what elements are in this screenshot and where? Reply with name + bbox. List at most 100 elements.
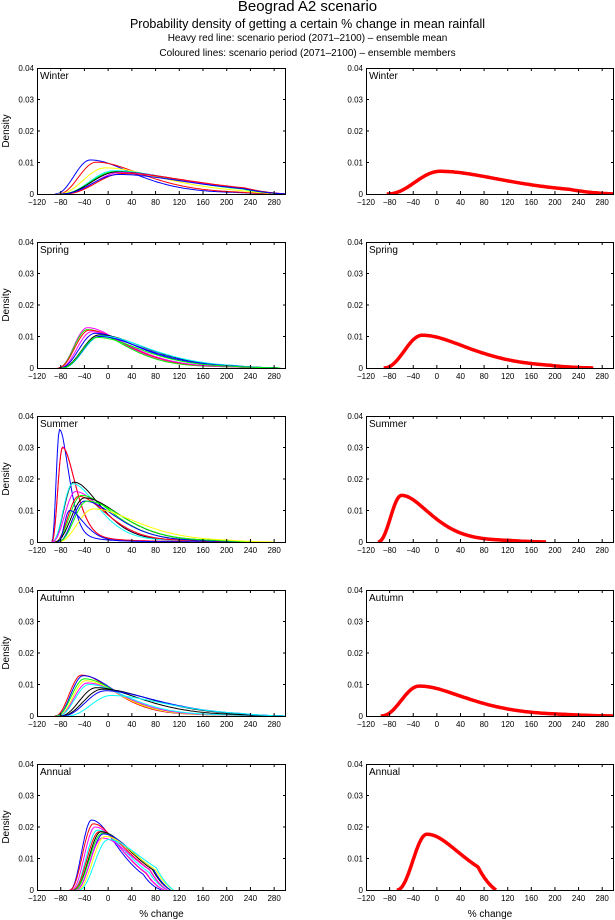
x-tick-label: 40: [456, 372, 465, 381]
x-tick-label: 280: [267, 372, 281, 381]
x-tick-label: 120: [173, 198, 187, 207]
x-tick-label: 200: [548, 894, 562, 903]
plot-frame-summer-mean: [366, 416, 614, 543]
plot-frame-annual-members: [37, 764, 286, 891]
x-tick-label: 200: [220, 546, 234, 555]
y-tick-label: 0.04: [347, 760, 363, 769]
y-tick-label: 0.01: [18, 507, 34, 516]
y-tick-label: 0.02: [18, 301, 34, 310]
x-tick-label: −40: [78, 720, 92, 729]
mean-curve-spring: [383, 333, 594, 368]
x-tick-label: −120: [357, 372, 376, 381]
x-tick-label: 0: [106, 198, 111, 207]
x-tick-label: 280: [596, 546, 610, 555]
x-tick-label: 0: [106, 546, 111, 555]
x-tick-label: 280: [267, 720, 281, 729]
member-curve-winter-7: [63, 173, 286, 194]
x-tick-label: 200: [220, 720, 234, 729]
season-label-autumn-mean: Autumn: [369, 593, 403, 604]
plot-frame-winter-mean: [366, 68, 614, 195]
figure-subtitle: Probability density of getting a certain…: [129, 17, 486, 31]
legend-note-members: Coloured lines: scenario period (2071–21…: [159, 48, 456, 59]
x-tick-label: 40: [456, 546, 465, 555]
y-tick-label: 0.02: [18, 127, 34, 136]
member-curve-spring-8: [61, 336, 281, 368]
x-tick-label: 160: [196, 372, 210, 381]
y-tick-label: 0: [30, 364, 35, 373]
season-label-summer-mean: Summer: [369, 419, 407, 430]
y-tick-label: 0.02: [18, 823, 34, 832]
season-label-winter-mean: Winter: [369, 71, 399, 82]
y-tick-label: 0.02: [18, 475, 34, 484]
member-curve-spring-1: [57, 329, 281, 368]
member-curve-winter-8: [60, 174, 286, 194]
x-tick-label: −40: [78, 198, 92, 207]
x-tick-label: −80: [54, 720, 68, 729]
x-tick-label: 0: [435, 546, 440, 555]
x-tick-label: 160: [196, 198, 210, 207]
y-tick-label: 0: [359, 190, 364, 199]
x-tick-label: 160: [196, 720, 210, 729]
y-tick-label: 0.01: [347, 159, 363, 168]
y-tick-label: 0: [359, 538, 364, 547]
mean-curve-annual: [395, 832, 498, 890]
x-tick-label: 0: [106, 372, 111, 381]
x-tick-label: 160: [525, 372, 539, 381]
x-tick-label: 120: [501, 894, 515, 903]
x-tick-label: 120: [501, 372, 515, 381]
member-curve-winter-1: [57, 161, 286, 194]
y-axis-label: Density: [1, 636, 12, 669]
x-tick-label: 0: [435, 372, 440, 381]
member-curve-annual-8: [75, 837, 168, 890]
x-tick-label: 240: [572, 720, 586, 729]
x-tick-label: 0: [106, 720, 111, 729]
x-tick-label: 240: [244, 720, 258, 729]
y-tick-label: 0.03: [18, 618, 34, 627]
y-tick-label: 0: [30, 712, 35, 721]
x-tick-label: 80: [480, 198, 489, 207]
y-tick-label: 0.02: [18, 649, 34, 658]
x-tick-label: 80: [480, 372, 489, 381]
y-axis-label: Density: [1, 114, 12, 147]
y-axis-label: Density: [1, 810, 12, 843]
member-curve-summer-2: [51, 446, 227, 542]
y-tick-label: 0.04: [18, 238, 34, 247]
mean-curve-summer: [377, 493, 547, 542]
x-tick-label: 40: [127, 546, 136, 555]
x-tick-label: 240: [244, 372, 258, 381]
x-tick-label: 200: [220, 894, 234, 903]
y-tick-label: 0.03: [18, 444, 34, 453]
x-tick-label: −80: [54, 546, 68, 555]
y-tick-label: 0.03: [18, 270, 34, 279]
y-tick-label: 0.04: [347, 586, 363, 595]
y-tick-label: 0: [359, 712, 364, 721]
x-tick-label: 0: [435, 894, 440, 903]
y-tick-label: 0: [30, 886, 35, 895]
x-tick-label: −120: [357, 198, 376, 207]
x-tick-label: −120: [357, 720, 376, 729]
x-tick-label: 0: [435, 720, 440, 729]
member-curve-summer-6: [54, 495, 239, 542]
x-tick-label: 160: [525, 720, 539, 729]
x-tick-label: 280: [596, 198, 610, 207]
x-tick-label: 200: [548, 720, 562, 729]
x-tick-label: 40: [127, 372, 136, 381]
x-tick-label: −80: [383, 894, 397, 903]
x-tick-label: 280: [596, 372, 610, 381]
y-tick-label: 0.03: [18, 792, 34, 801]
x-tick-label: −120: [28, 372, 47, 381]
member-curve-summer-3: [51, 481, 239, 542]
member-curve-summer-10: [57, 500, 263, 542]
member-curve-autumn-1: [55, 675, 286, 716]
y-tick-label: 0.02: [347, 649, 363, 658]
x-tick-label: 120: [501, 720, 515, 729]
x-tick-label: −120: [28, 546, 47, 555]
x-tick-label: 120: [173, 546, 187, 555]
y-tick-label: 0: [359, 364, 364, 373]
mean-curve-autumn: [380, 684, 614, 716]
y-tick-label: 0.02: [347, 475, 363, 484]
member-curve-spring-6: [61, 335, 281, 368]
y-tick-label: 0.01: [347, 507, 363, 516]
x-tick-label: 280: [267, 894, 281, 903]
